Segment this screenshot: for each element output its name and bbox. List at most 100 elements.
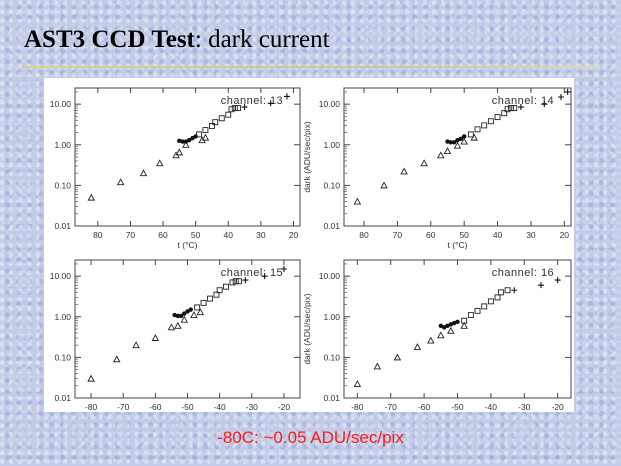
y-tick-label: 1.00 [323,140,340,150]
data-point-square [481,303,488,310]
data-point-triangle [460,321,468,329]
data-point-square [481,122,488,129]
x-tick-label: -30 [246,402,259,412]
x-tick-label: -60 [418,402,431,412]
data-point-square [223,283,230,290]
data-point-plus [283,93,290,100]
y-tick-label: 0.01 [323,393,340,403]
data-point-dot [175,313,181,319]
data-point-dot [451,320,457,326]
chart-title: channel: 15 [221,267,283,279]
data-point-plus [554,277,561,284]
data-point-triangle [420,159,428,167]
y-tick-label: 10.00 [319,99,341,109]
y-tick-label: 0.10 [323,352,340,362]
x-tick-label: -30 [518,402,531,412]
data-point-square [467,131,474,138]
data-point-triangle [87,374,95,382]
x-tick-label: -80 [85,402,98,412]
data-point-square [467,312,474,319]
y-tick-label: 1.00 [54,140,71,150]
data-point-triangle [167,323,176,331]
x-tick-label: 80 [93,230,103,240]
data-point-dot [188,307,193,312]
x-tick-label: -70 [117,402,130,412]
x-tick-label: 40 [224,230,234,240]
chart-panel-1: 80 70 60 50 40 30 20 0.01 0.10 1.00 10.00 channel: … [50,87,301,250]
data-point-plus [242,277,249,284]
chart-title: channel: 13 [221,95,283,107]
plot-frame [74,87,301,227]
data-point-triangle [201,133,210,141]
x-tick-label: -50 [451,402,464,412]
data-point-square [235,105,241,112]
y-tick-label: 1.00 [323,312,340,322]
data-point-triangle [380,181,388,189]
data-point-triangle [175,148,184,156]
x-tick-label: -40 [485,402,498,412]
data-point-plus [541,101,548,108]
data-point-square [474,307,481,314]
x-tick-label: -80 [351,402,364,412]
data-point-square [504,287,511,294]
data-point-square [195,131,202,138]
chart-title: channel: 16 [492,267,554,279]
data-point-square [216,287,223,294]
data-point-triangle [180,315,189,323]
y-axis-label: dark (ADU/sec/pix) [302,121,312,192]
data-point-dot [445,323,450,328]
data-point-triangle [353,197,362,205]
data-point-square [207,295,213,302]
data-point-square [487,118,494,125]
data-point-triangle [87,193,96,201]
data-point-triangle [427,336,435,344]
y-tick-label: 0.10 [323,180,340,190]
x-tick-label: 30 [526,230,536,240]
data-point-triangle [132,341,140,349]
y-tick-label: 10.00 [50,271,72,281]
data-point-triangle [393,353,402,361]
x-tick-label: 70 [126,230,136,240]
data-point-triangle [443,147,452,155]
x-tick-label: -40 [213,402,226,412]
x-axis-label: t (°C) [178,240,198,250]
y-tick-label: 0.01 [323,221,340,231]
y-tick-label: 0.01 [54,393,71,403]
data-point-triangle [373,362,382,370]
plot-frame [343,87,572,227]
data-point-square [228,106,235,113]
data-point-square [194,304,201,311]
data-point-triangle [413,343,422,350]
data-point-square [200,299,207,306]
data-point-square [229,279,236,286]
x-tick-label: 30 [256,230,266,240]
data-point-dot [438,323,444,328]
data-point-square [487,298,494,305]
data-point-triangle [156,159,164,167]
data-point-square [494,294,501,301]
data-point-dot [448,322,454,327]
slide-title-sub: : dark current [194,26,330,53]
data-point-dot [180,139,185,144]
data-point-square [474,126,481,133]
data-point-dot [458,136,464,142]
x-tick-label: 60 [158,230,168,240]
data-point-plus [517,104,524,111]
data-point-triangle [460,137,468,145]
x-tick-label: 50 [459,230,469,240]
data-point-plus [564,88,571,95]
data-point-dot [451,140,457,145]
y-axis-label: dark (ADU/sec/pix) [302,293,312,364]
data-point-square [202,127,209,134]
y-tick-label: 0.10 [54,352,71,362]
x-tick-label: -60 [149,402,162,412]
x-tick-label: 40 [493,230,503,240]
data-point-square [232,278,239,285]
y-tick-label: 10.00 [319,271,341,281]
data-point-square [213,291,220,298]
data-point-triangle [151,334,160,341]
data-point-square [231,105,238,112]
x-tick-label: -70 [385,402,398,412]
data-point-square [218,115,225,122]
